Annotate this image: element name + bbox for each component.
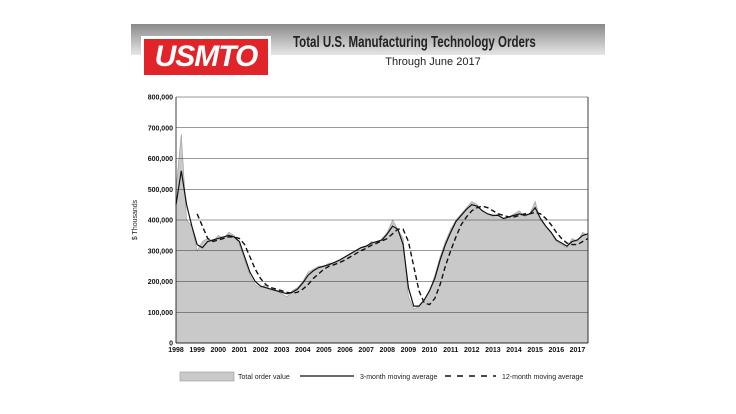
y-axis-label: $ Thousands (132, 199, 139, 240)
y-tick-label: 500,000 (148, 187, 173, 194)
x-tick-label: 2012 (464, 347, 480, 354)
y-tick-label: 100,000 (148, 310, 173, 317)
usmto-logo: USMTO (141, 36, 271, 78)
x-tick-label: 2011 (443, 347, 458, 354)
x-tick-label: 2017 (570, 347, 586, 354)
x-tick-label: 2006 (337, 347, 353, 354)
chart-title: Total U.S. Manufacturing Technology Orde… (293, 34, 536, 51)
x-tick-label: 2013 (485, 347, 501, 354)
x-tick-label: 2010 (422, 347, 438, 354)
area-total-order-value (175, 133, 589, 344)
x-tick-label: 2000 (210, 347, 226, 354)
x-tick-label: 2008 (379, 347, 395, 354)
y-tick-label: 300,000 (148, 248, 173, 255)
x-tick-label: 1998 (168, 347, 184, 354)
x-tick-label: 2016 (549, 347, 565, 354)
legend-label: Total order value (238, 374, 290, 381)
y-tick-label: 400,000 (148, 218, 173, 225)
legend-label: 12-month moving average (502, 374, 583, 381)
x-tick-label: 2014 (506, 347, 522, 354)
chart-subtitle: Through June 2017 (385, 56, 481, 68)
x-tick-label: 2002 (253, 347, 269, 354)
x-tick-label: 2015 (527, 347, 543, 354)
x-tick-label: 2004 (295, 347, 311, 354)
x-tick-label: 1999 (189, 347, 205, 354)
y-tick-label: 700,000 (148, 125, 173, 132)
legend-swatch-total (179, 371, 235, 382)
y-tick-label: 600,000 (148, 156, 173, 163)
x-tick-label: 2001 (232, 347, 248, 354)
logo-text: USMTO (144, 39, 268, 75)
legend-label: 3-month moving average (360, 374, 438, 381)
y-tick-label: 800,000 (148, 95, 173, 102)
y-tick-label: 0 (169, 341, 173, 348)
x-tick-label: 2005 (316, 347, 332, 354)
line-3-month-moving-average (175, 170, 589, 307)
x-tick-label: 2003 (274, 347, 290, 354)
x-tick-label: 2007 (358, 347, 374, 354)
line-12-month-moving-average (196, 205, 589, 306)
x-tick-label: 2009 (401, 347, 417, 354)
y-tick-label: 200,000 (148, 279, 173, 286)
